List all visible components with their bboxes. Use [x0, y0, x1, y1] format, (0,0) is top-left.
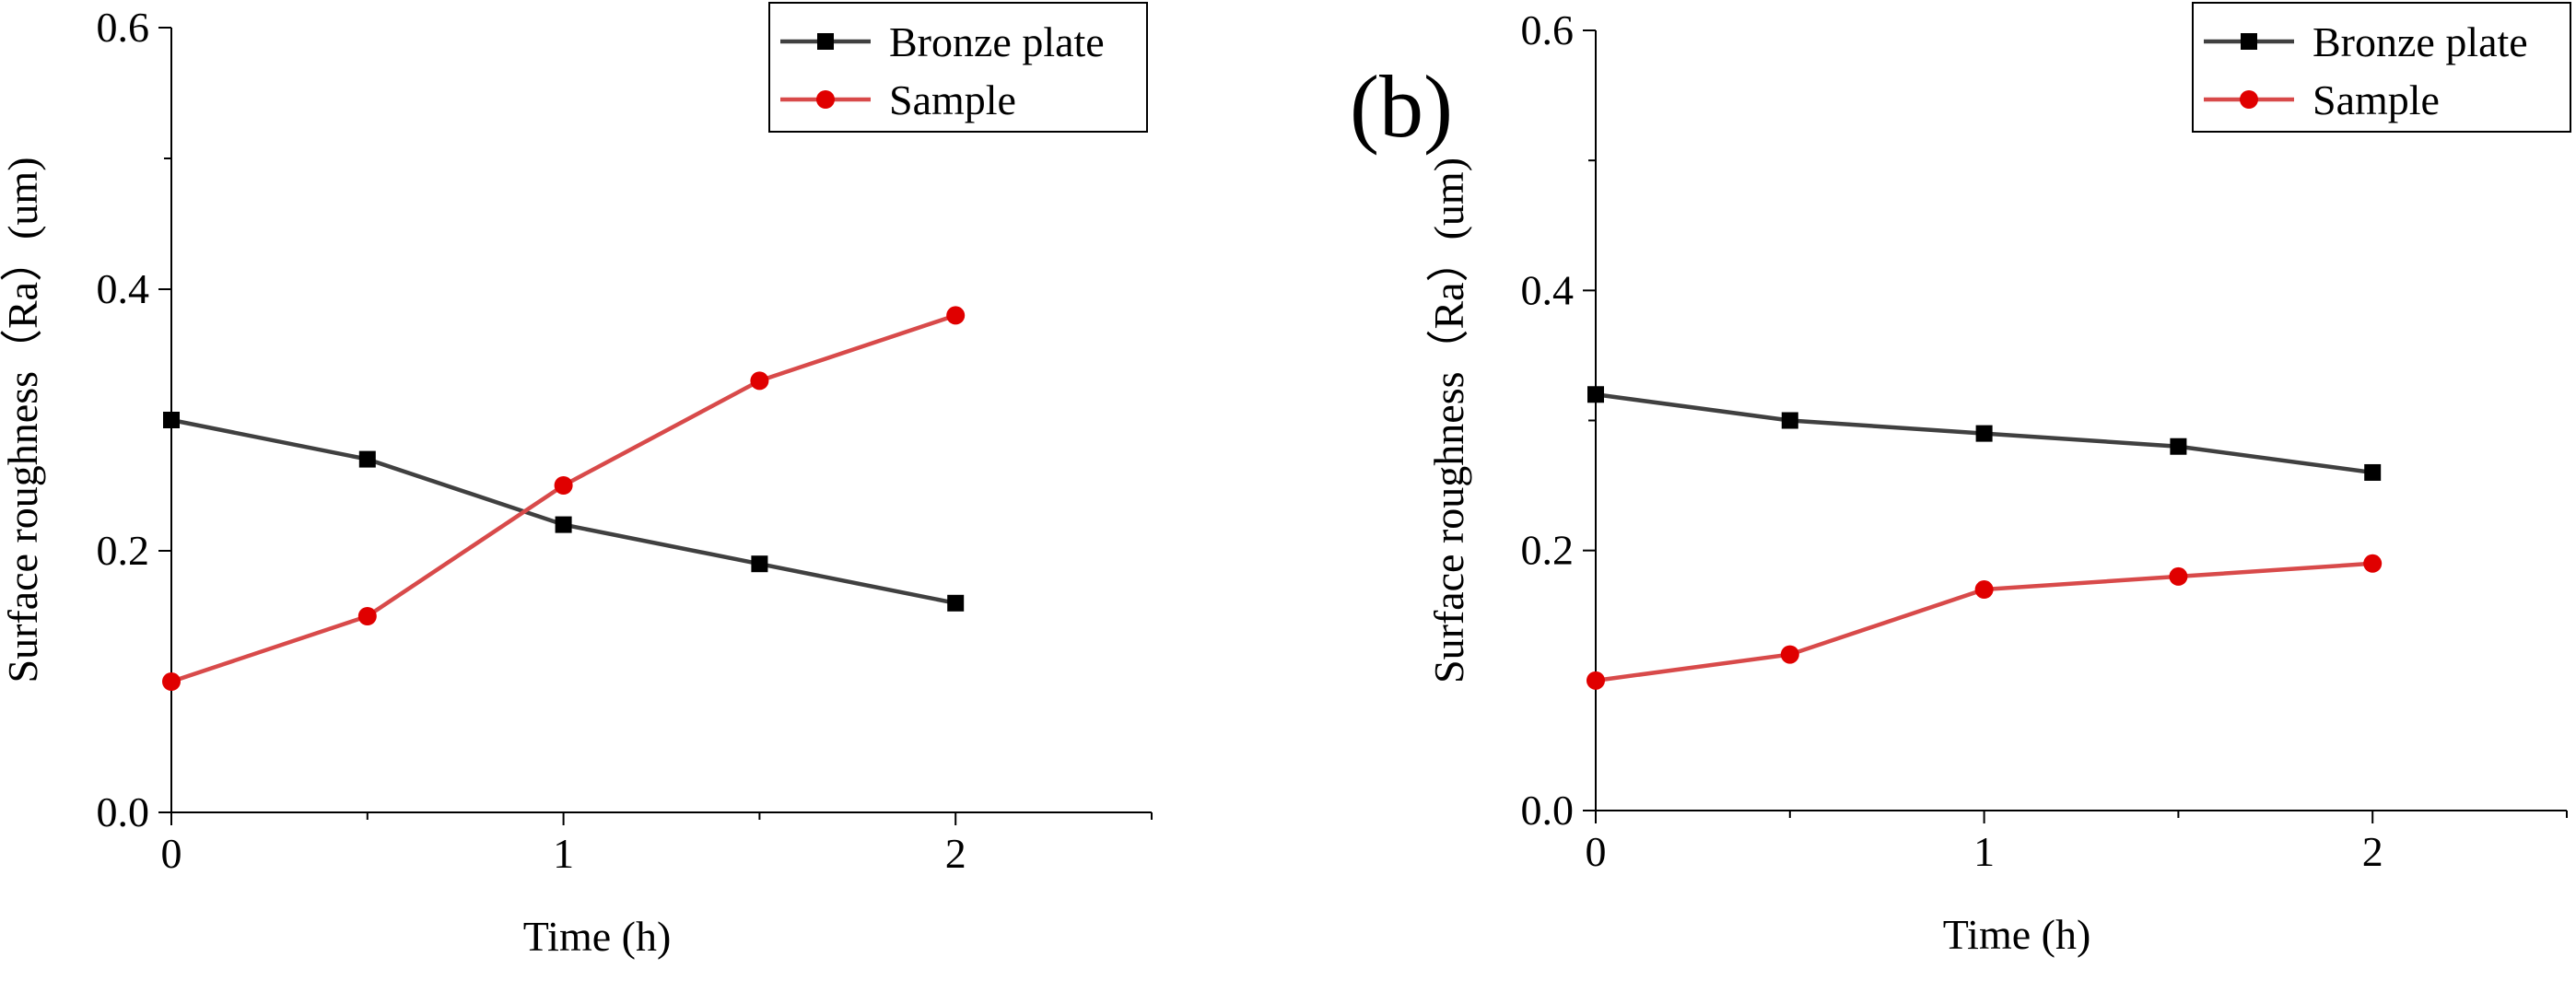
chart-panel-2: 0.0 0.2 0.4 0.6 0 1 2 Time (h) Surface roughness… [1350, 2, 2571, 958]
data-point-circle [357, 607, 377, 625]
x-tick-label: 1 [1973, 828, 1995, 875]
data-point-circle [1587, 671, 1605, 690]
data-point-circle [1780, 645, 1799, 664]
data-point-square [555, 516, 572, 533]
data-point-square [751, 555, 768, 573]
data-point-square [1587, 386, 1604, 403]
x-tick-label: 2 [2362, 828, 2383, 875]
legend-swatch-square [817, 33, 834, 50]
data-point-circle [1974, 580, 1994, 600]
y-tick-label: 0.4 [1521, 266, 1575, 313]
data-point-square [1781, 412, 1798, 429]
legend-swatch-circle [816, 90, 835, 109]
data-point-square [163, 412, 180, 428]
y-axis-title: Surface roughness（Ra）(um) [1425, 158, 1472, 683]
y-tick-label: 0.4 [97, 265, 150, 312]
chart-panel-1: 0.0 0.2 0.4 0.6 0 1 2 Time (h) Surface roughness… [0, 2, 1153, 960]
data-point-circle [2363, 554, 2383, 573]
x-tick-label: 0 [161, 830, 182, 877]
data-point-circle [750, 371, 769, 391]
legend-frame [2192, 2, 2571, 133]
legend-label: Bronze plate [889, 18, 1105, 65]
series-line-2 [170, 313, 956, 684]
legend-label: Sample [2313, 76, 2440, 123]
data-point-square [358, 450, 376, 468]
legend-swatch-circle [2240, 90, 2258, 109]
x-axis-title: Time (h) [523, 913, 672, 960]
data-point-circle [946, 306, 966, 325]
y-tick-label: 0.0 [1521, 787, 1575, 834]
x-tick-label: 0 [1586, 828, 1607, 875]
data-point-circle [554, 476, 573, 495]
x-tick-label: 2 [945, 830, 966, 877]
legend: Bronze plate Sample [2192, 2, 2571, 133]
series-line-1 [170, 417, 956, 606]
y-tick-label: 0.6 [1521, 6, 1575, 53]
legend-label: Sample [889, 76, 1016, 123]
x-axis-title: Time (h) [1943, 911, 2091, 958]
y-axis-title: Surface roughness（Ra）(um) [0, 157, 46, 683]
data-point-circle [2169, 566, 2188, 586]
legend-frame [768, 2, 1148, 133]
legend: Bronze plate Sample [768, 2, 1148, 133]
legend-label: Bronze plate [2313, 18, 2528, 65]
x-tick-label: 1 [553, 830, 574, 877]
y-tick-label: 0.6 [97, 4, 150, 51]
data-point-square [2364, 463, 2382, 481]
data-point-square [1975, 425, 1993, 442]
legend-swatch-square [2241, 33, 2257, 50]
data-point-circle [162, 672, 181, 691]
y-tick-label: 0.0 [97, 788, 150, 835]
y-tick-label: 0.2 [97, 527, 150, 574]
data-point-square [947, 594, 965, 612]
y-tick-label: 0.2 [1521, 527, 1575, 574]
data-point-square [2170, 438, 2187, 455]
panel-label: (b) [1350, 57, 1453, 156]
